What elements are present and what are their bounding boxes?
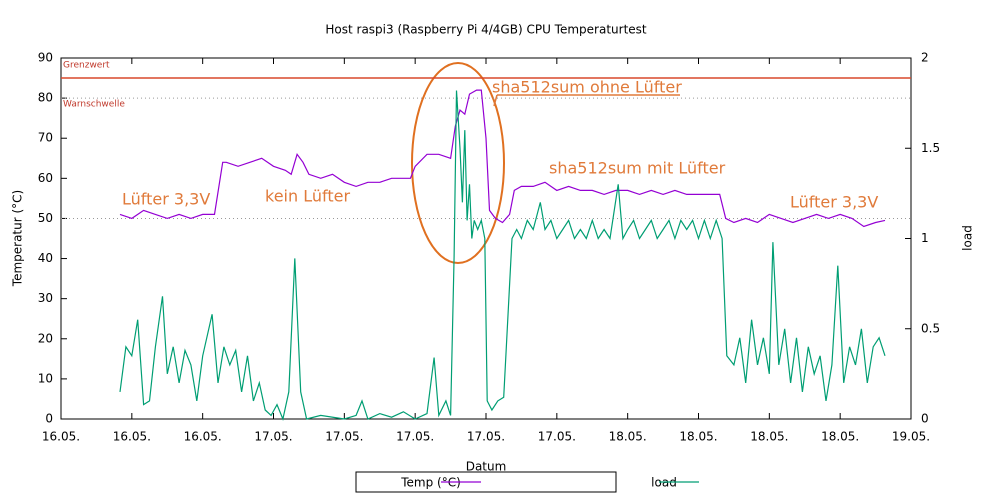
y-tick-label: 60 [38,171,53,185]
x-tick-label: 16.05. [113,430,151,444]
y-tick-label: 10 [38,371,53,385]
annotation: sha512sum mit Lüfter [549,159,726,178]
annotation-pointer [493,94,498,107]
x-tick-label: 16.05. [42,430,80,444]
y2-axis-label: load [961,225,975,251]
x-tick-label: 18.05. [750,430,788,444]
x-tick-label: 17.05. [254,430,292,444]
y-tick-label: 30 [38,291,53,305]
x-tick-label: 17.05. [538,430,576,444]
x-tick-label: 19.05. [892,430,930,444]
y-tick-label: 80 [38,91,53,105]
x-tick-label: 18.05. [609,430,647,444]
y2-tick-label: 1 [921,231,929,245]
x-tick-label: 18.05. [821,430,859,444]
annotation: sha512sum ohne Lüfter [492,78,682,97]
x-tick-label: 17.05. [467,430,505,444]
chart-title: Host raspi3 (Raspberry Pi 4/4GB) CPU Tem… [325,23,647,37]
y-axis-label: Temperatur (°C) [11,190,25,287]
series-line [119,90,886,422]
y2-tick-label: 2 [921,51,929,65]
y-tick-label: 0 [45,412,53,426]
x-axis-label: Datum [466,460,507,474]
y-tick-label: 90 [38,51,53,65]
y-tick-label: 40 [38,251,53,265]
highlight-ellipse [411,62,505,264]
y-tick-label: 20 [38,331,53,345]
annotation: Lüfter 3,3V [122,190,210,209]
x-tick-label: 17.05. [325,430,363,444]
series-line [119,89,886,228]
annotation: kein Lüfter [265,187,350,206]
x-tick-label: 18.05. [679,430,717,444]
threshold-label: Warnschwelle [63,100,125,110]
y2-tick-label: 0 [921,412,929,426]
legend-label: Temp (°C) [400,476,461,490]
y-tick-label: 70 [38,131,53,145]
legend-box [355,471,617,493]
y2-tick-label: 1.5 [921,141,940,155]
y-tick-label: 50 [38,211,53,225]
threshold-label: Grenzwert [63,61,110,71]
annotation: Lüfter 3,3V [790,193,878,212]
plot-frame [60,57,912,420]
x-tick-label: 17.05. [396,430,434,444]
x-tick-label: 16.05. [184,430,222,444]
y2-tick-label: 0.5 [921,321,940,335]
